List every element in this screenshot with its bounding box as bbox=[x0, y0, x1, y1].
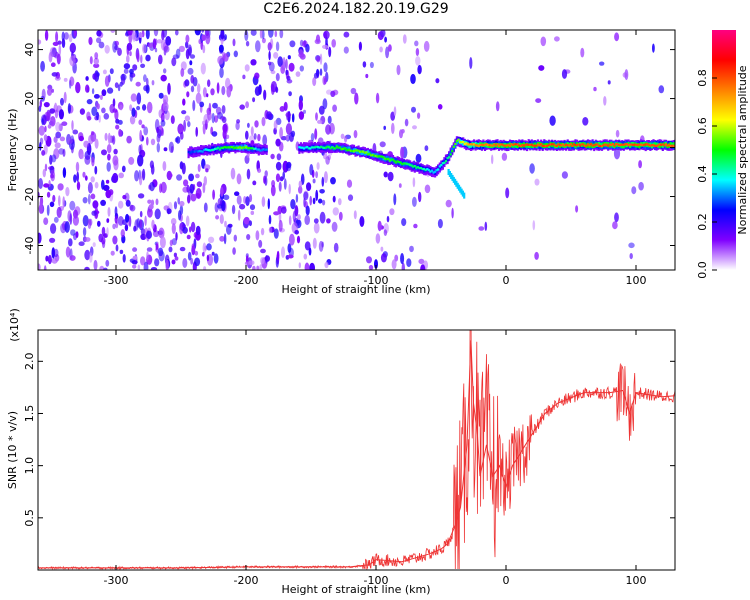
colorbar-tick-label: 0.2 bbox=[696, 213, 709, 231]
snr-y-axis-label: SNR (10 * v/v) bbox=[6, 411, 19, 489]
heatmap-y-ticks: -40 -20 0 20 40 bbox=[23, 43, 675, 255]
colorbar-tick-label: 0.8 bbox=[696, 69, 709, 87]
colorbar-ticks: 0.0 0.2 0.4 0.6 0.8 bbox=[696, 69, 717, 279]
snr-series-detail bbox=[38, 330, 675, 570]
snr-y-tick-label: 1.5 bbox=[23, 405, 36, 423]
snr-x-tick-label: -300 bbox=[104, 574, 129, 587]
snr-x-tick-label: 0 bbox=[503, 574, 510, 587]
heatmap-x-axis-label: Height of straight line (km) bbox=[281, 283, 430, 296]
colorbar-label: Normalized spectral amplitude bbox=[736, 65, 749, 234]
snr-y-ticks: 0.5 1.0 1.5 2.0 bbox=[23, 353, 675, 527]
snr-x-axis-label: Height of straight line (km) bbox=[281, 583, 430, 596]
heatmap-x-tick-label: 100 bbox=[626, 274, 647, 287]
colorbar: 0.0 0.2 0.4 0.6 0.8 Normalized spectral ampl… bbox=[696, 30, 749, 279]
heatmap-x-ticks: -300 -200 -100 0 100 bbox=[104, 30, 647, 287]
heatmap-x-tick-label: -100 bbox=[364, 274, 389, 287]
colorbar-strip bbox=[712, 30, 736, 270]
colorbar-tick-label: 0.6 bbox=[696, 117, 709, 135]
heatmap-frame bbox=[37, 29, 676, 271]
snr-background bbox=[38, 330, 675, 570]
heatmap-ridge bbox=[187, 136, 675, 199]
heatmap-y-tick-label: 20 bbox=[23, 92, 36, 106]
heatmap-y-tick-label: 0 bbox=[23, 144, 36, 151]
heatmap-x-tick-label: -300 bbox=[104, 274, 129, 287]
figure-title: C2E6.2024.182.20.19.G29 bbox=[263, 1, 449, 17]
snr-y-tick-label: 2.0 bbox=[23, 353, 36, 371]
snr-y-tick-label: 0.5 bbox=[23, 509, 36, 527]
heatmap-x-tick-label: 0 bbox=[503, 274, 510, 287]
colorbar-tick-label: 0.4 bbox=[696, 165, 709, 183]
snr-x-tick-label: 100 bbox=[626, 574, 647, 587]
heatmap-y-axis-label: Frequency (Hz) bbox=[6, 109, 19, 192]
snr-y-scale-note: (x10⁴) bbox=[8, 308, 21, 342]
snr-frame bbox=[37, 329, 676, 571]
snr-panel: -300 -200 -100 0 100 0.5 1.0 1.5 2.0 Height of … bbox=[6, 308, 676, 596]
snr-x-tick-label: -200 bbox=[234, 574, 259, 587]
heatmap-x-tick-label: -200 bbox=[234, 274, 259, 287]
snr-y-tick-label: 1.0 bbox=[23, 457, 36, 475]
snr-x-tick-label: -100 bbox=[364, 574, 389, 587]
heatmap-y-tick-label: -20 bbox=[23, 188, 36, 206]
heatmap-noise bbox=[38, 30, 665, 270]
colorbar-tick-label: 0.0 bbox=[696, 261, 709, 279]
heatmap-y-tick-label: -40 bbox=[23, 237, 36, 255]
heatmap-y-tick-label: 40 bbox=[23, 43, 36, 57]
snr-x-ticks: -300 -200 -100 0 100 bbox=[104, 330, 647, 587]
